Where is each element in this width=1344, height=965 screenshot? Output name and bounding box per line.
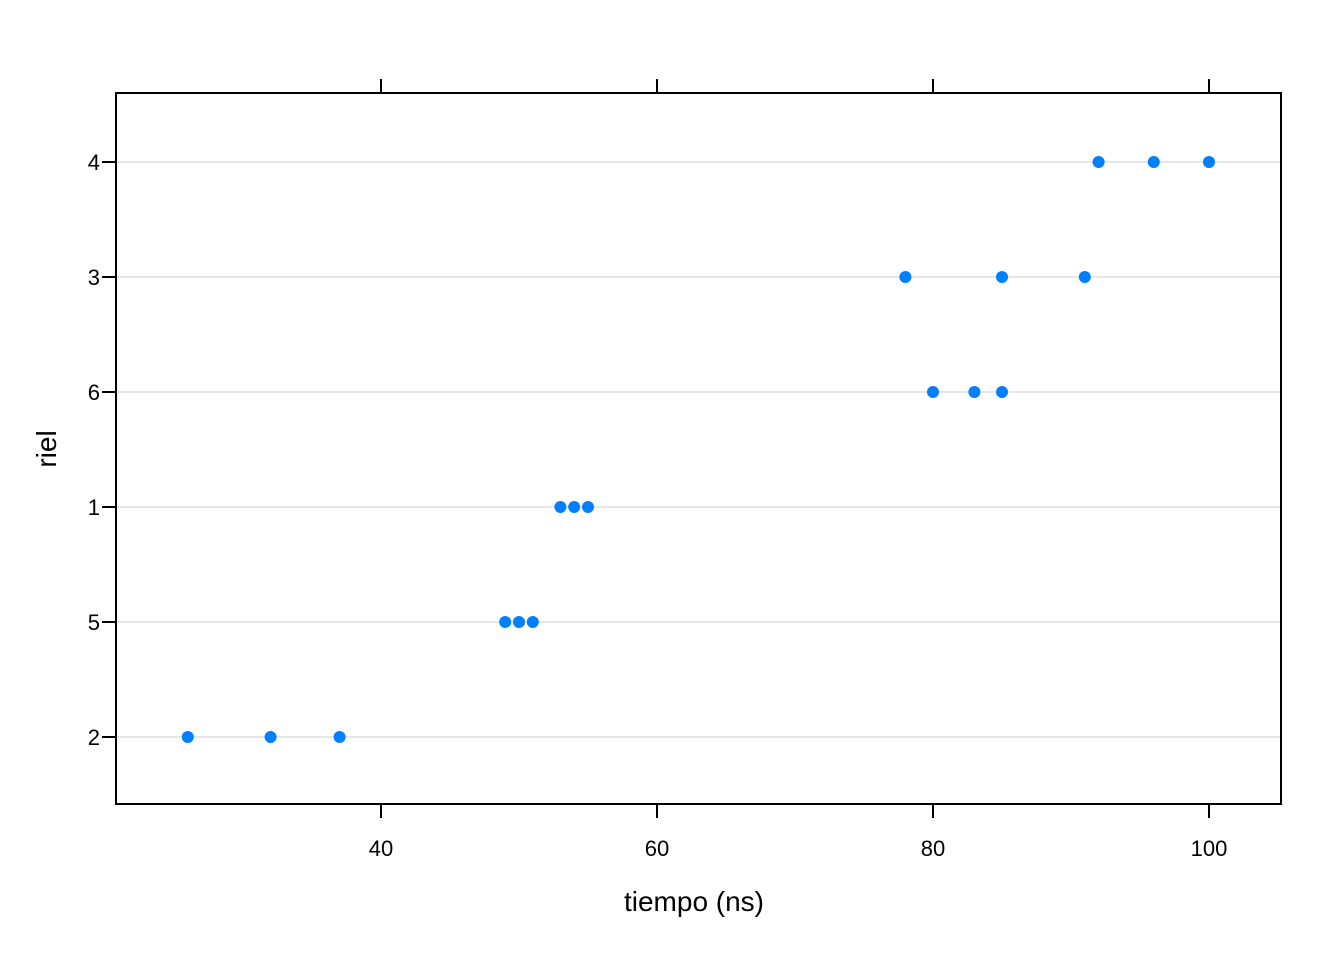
data-point bbox=[513, 616, 525, 628]
y-tick-label: 4 bbox=[88, 150, 100, 175]
data-point bbox=[264, 731, 277, 743]
x-tick-label: 40 bbox=[369, 836, 393, 861]
data-point bbox=[996, 271, 1008, 283]
data-point bbox=[181, 731, 194, 743]
plot-frame bbox=[115, 92, 1282, 805]
y-tick-label: 3 bbox=[88, 265, 100, 290]
y-tick-label: 6 bbox=[88, 380, 100, 405]
data-point bbox=[582, 501, 594, 513]
data-points bbox=[181, 156, 1215, 743]
data-point bbox=[1147, 156, 1160, 168]
gridlines bbox=[116, 161, 1281, 738]
data-point bbox=[968, 386, 981, 398]
data-point bbox=[1092, 156, 1105, 168]
data-point bbox=[554, 501, 567, 513]
y-tick-label: 2 bbox=[88, 725, 100, 750]
y-axis: 2 5 1 6 3 4 bbox=[88, 150, 116, 750]
data-point bbox=[1078, 271, 1091, 283]
data-point bbox=[526, 616, 539, 628]
y-tick-label: 5 bbox=[88, 610, 100, 635]
data-point bbox=[996, 386, 1008, 398]
y-tick-label: 1 bbox=[88, 495, 100, 520]
data-point bbox=[1203, 156, 1215, 168]
x-tick-label: 100 bbox=[1191, 836, 1228, 861]
x-axis-title: tiempo (ns) bbox=[624, 886, 764, 917]
data-point bbox=[499, 616, 512, 628]
x-tick-label: 80 bbox=[921, 836, 945, 861]
data-point bbox=[333, 731, 346, 743]
x-tick-label: 60 bbox=[645, 836, 669, 861]
data-point bbox=[568, 501, 581, 513]
data-point bbox=[899, 271, 912, 283]
x-axis: 40 60 80 100 bbox=[369, 79, 1228, 861]
y-axis-title: riel bbox=[31, 430, 62, 467]
data-point bbox=[927, 386, 939, 398]
